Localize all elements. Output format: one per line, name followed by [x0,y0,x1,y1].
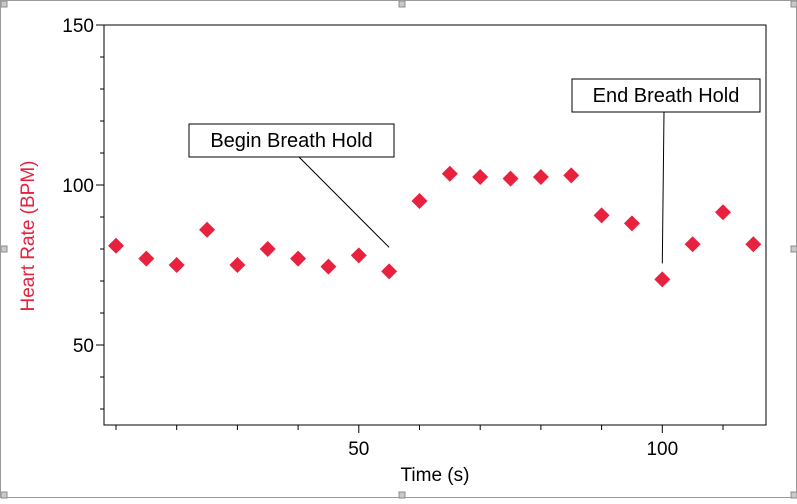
data-point [199,221,216,238]
data-point [350,247,367,264]
y-tick-label: 50 [73,336,94,357]
y-tick-label: 100 [62,176,94,197]
annotation-label: Begin Breath Hold [210,130,372,152]
data-point [138,250,155,267]
data-point [229,257,246,273]
y-axis-label: Heart Rate (BPM) [18,161,39,312]
data-point [320,258,337,275]
axes: 50 100 150 50 100 [62,16,767,460]
resize-handle[interactable] [790,0,797,8]
y-tick-label: 150 [62,16,94,37]
annotation-box [571,78,761,113]
resize-handle[interactable] [0,245,8,253]
data-point [532,169,549,185]
data-point [684,236,701,253]
x-axis-label: Time (s) [401,465,470,486]
data-point [745,236,762,253]
resize-handle[interactable] [398,0,406,8]
data-point [168,257,185,273]
annotations: Begin Breath Hold End Breath Hold [188,78,761,264]
data-point [411,193,428,209]
x-tick-label: 100 [646,439,678,460]
annotation-label: End Breath Hold [593,85,740,107]
data-point [381,263,398,280]
data-point [290,250,307,267]
data-point [593,207,610,224]
data-point [502,170,519,187]
data-point [715,204,731,221]
data-point [623,215,640,232]
data-point [654,271,671,288]
annotation-leader-line [661,111,665,264]
data-points [108,165,762,288]
data-point [441,165,458,182]
x-tick-label: 50 [348,439,369,460]
resize-handle[interactable] [790,491,797,499]
data-point [472,169,489,185]
data-point [563,167,580,184]
resize-handle[interactable] [0,0,8,8]
annotation-box [188,123,395,158]
plot-area-border [103,24,767,426]
data-point [108,237,124,254]
resize-handle[interactable] [398,491,406,499]
resize-handle[interactable] [790,245,797,253]
annotation-leader-line [298,156,390,248]
data-point [259,241,276,257]
resize-handle[interactable] [0,491,8,499]
